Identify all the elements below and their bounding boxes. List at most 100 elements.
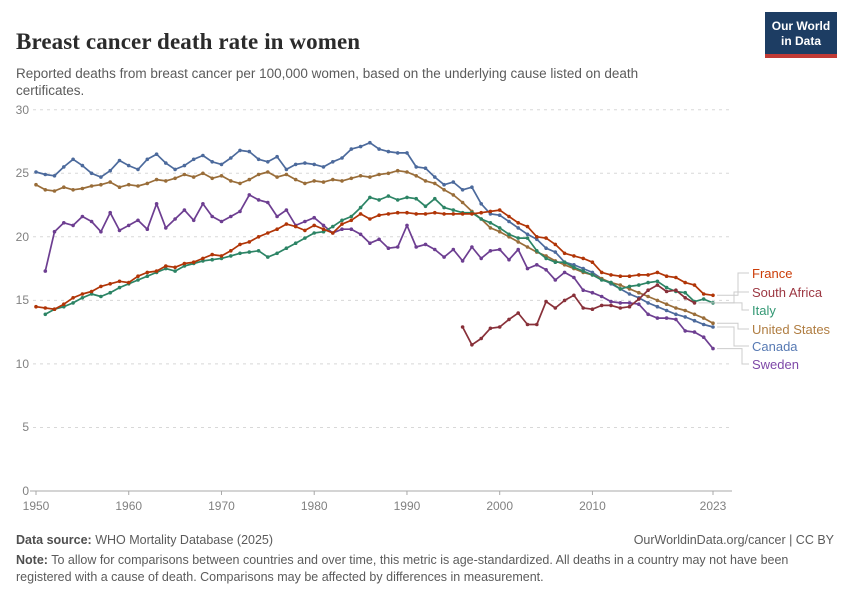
legend-label-united-states[interactable]: United States	[752, 322, 831, 337]
data-point	[507, 232, 511, 237]
data-point	[395, 245, 400, 249]
data-point	[516, 240, 520, 244]
data-point	[164, 266, 168, 271]
data-point	[497, 208, 502, 212]
legend-label-canada[interactable]: Canada	[752, 339, 798, 354]
data-point	[108, 180, 112, 184]
data-point	[581, 266, 585, 271]
data-point	[646, 280, 650, 285]
data-point	[71, 188, 75, 192]
data-point	[581, 288, 585, 293]
data-point	[117, 228, 122, 233]
y-axis-label-15: 15	[15, 293, 29, 308]
data-point	[433, 181, 437, 186]
data-point	[145, 274, 150, 279]
data-point	[321, 227, 326, 231]
data-point	[80, 292, 85, 296]
data-point	[331, 177, 335, 182]
data-point	[692, 318, 697, 323]
data-point	[655, 270, 660, 275]
y-axis-label-10: 10	[15, 356, 29, 371]
data-point	[572, 263, 576, 267]
data-point	[331, 231, 335, 235]
legend-label-south-africa[interactable]: South Africa	[752, 285, 823, 300]
data-point	[43, 172, 48, 177]
data-point	[516, 236, 520, 240]
data-point	[535, 237, 539, 242]
data-point	[368, 175, 372, 179]
data-point	[256, 157, 261, 162]
license-link[interactable]: OurWorldinData.org/cancer | CC BY	[633, 533, 834, 547]
page-title: Breast cancer death rate in women	[16, 29, 361, 55]
data-point	[358, 212, 363, 216]
series-italy[interactable]	[43, 194, 715, 317]
data-point	[683, 290, 687, 295]
data-point	[154, 202, 159, 206]
data-point	[423, 204, 428, 209]
data-point	[609, 303, 613, 308]
data-point	[303, 228, 307, 233]
line-path	[44, 194, 714, 350]
data-point	[423, 179, 428, 183]
data-point	[377, 147, 381, 151]
data-point	[275, 154, 279, 159]
data-point	[544, 268, 548, 272]
data-point	[210, 214, 214, 219]
series-sweden[interactable]	[43, 193, 715, 351]
data-point	[126, 223, 131, 228]
x-axis-label-2023: 2023	[699, 499, 727, 513]
data-point	[497, 229, 502, 234]
data-point	[562, 263, 567, 267]
data-point	[80, 163, 85, 168]
data-point	[321, 165, 326, 169]
data-point	[683, 296, 687, 300]
data-point	[395, 198, 400, 202]
data-point	[154, 177, 159, 182]
series-france[interactable]	[34, 208, 715, 312]
data-point	[89, 292, 94, 296]
data-point	[692, 301, 697, 305]
data-point	[711, 293, 715, 298]
legend-label-france[interactable]: France	[752, 266, 793, 281]
data-point	[256, 249, 261, 253]
series-canada[interactable]	[34, 140, 715, 329]
data-point	[377, 237, 381, 242]
data-point	[293, 177, 298, 182]
legend-label-sweden[interactable]: Sweden	[752, 357, 799, 372]
data-point	[126, 163, 131, 168]
series-south-africa[interactable]	[460, 283, 697, 347]
data-point	[627, 292, 632, 296]
legend-label-italy[interactable]: Italy	[752, 303, 776, 318]
owid-logo[interactable]: Our World in Data	[765, 12, 837, 58]
data-point	[423, 212, 428, 216]
data-point	[34, 304, 38, 309]
data-point	[108, 168, 112, 173]
data-point	[182, 261, 187, 266]
x-axis-label-2000: 2000	[486, 499, 514, 513]
data-point	[664, 274, 669, 279]
data-point	[683, 329, 687, 333]
data-point	[210, 257, 214, 262]
data-point	[646, 288, 650, 293]
data-point	[655, 316, 660, 320]
data-point	[581, 256, 585, 261]
data-point	[368, 140, 372, 145]
data-point	[377, 198, 381, 202]
data-point	[544, 299, 548, 304]
data-point	[71, 223, 75, 228]
data-point	[572, 254, 576, 258]
data-point	[117, 279, 122, 284]
data-point	[229, 156, 233, 160]
data-point	[321, 223, 326, 228]
data-point	[433, 196, 437, 201]
legend-connector-united-states	[717, 322, 749, 330]
data-point	[266, 231, 270, 235]
data-point	[497, 213, 502, 217]
data-point	[321, 229, 326, 234]
data-point	[562, 260, 567, 265]
data-point	[488, 249, 493, 253]
data-point	[229, 254, 233, 258]
data-point	[590, 270, 595, 275]
data-point	[312, 223, 317, 228]
